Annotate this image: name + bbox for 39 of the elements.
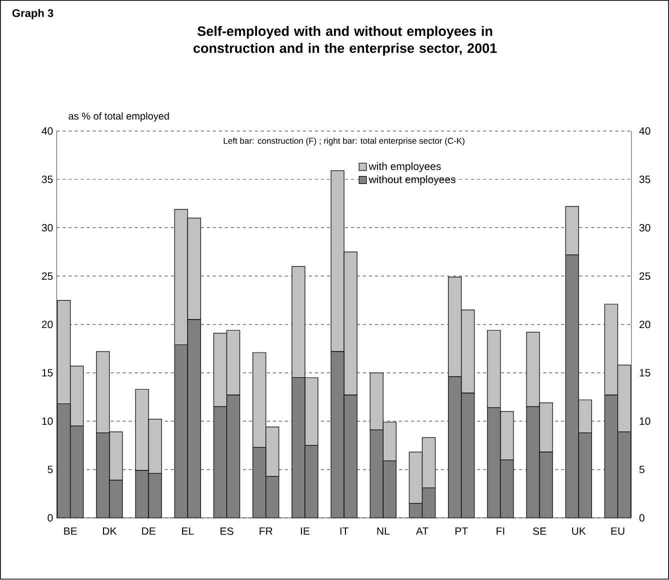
x-tick-label: BE — [64, 528, 77, 535]
x-tick-label: IE — [300, 528, 310, 535]
x-tick-label: UK — [572, 528, 586, 535]
y-tick-label: 25 — [42, 272, 53, 280]
y-tick-label: 5 — [48, 466, 53, 474]
y2-tick-label: 30 — [639, 224, 650, 232]
x-tick-label: NL — [377, 528, 390, 535]
y2-tick-label: 0 — [639, 514, 644, 522]
x-tick-label: IT — [340, 528, 348, 535]
y-tick-label: 40 — [42, 128, 53, 135]
y2-tick-label: 25 — [640, 272, 650, 280]
x-tick-label: EU — [611, 528, 624, 535]
x-tick-label: FR — [260, 528, 272, 535]
y-tick-label: 20 — [42, 320, 53, 328]
x-tick-label: EL — [182, 528, 194, 535]
legend-label: with employees — [368, 162, 441, 172]
legend-label: without employees — [368, 176, 456, 186]
caption: Graph 3 — [12, 9, 54, 20]
y2-tick-label: 20 — [640, 320, 650, 328]
x-tick-label: DE — [142, 528, 156, 535]
y2-tick-label: 35 — [639, 176, 650, 184]
y-tick-label: 35 — [42, 176, 53, 184]
x-tick-label: SE — [533, 528, 546, 536]
x-tick-label: DK — [103, 528, 117, 535]
y-axis-title: as % of total employed — [68, 112, 169, 122]
y2-tick-label: 10 — [640, 418, 650, 426]
y-tick-label: 15 — [42, 369, 53, 377]
y2-tick-label: 40 — [639, 128, 650, 135]
y-tick-label: 0 — [48, 514, 53, 522]
x-tick-label: FI — [496, 528, 504, 535]
y2-tick-label: 15 — [640, 369, 650, 377]
x-tick-label: PT — [456, 528, 468, 535]
x-tick-label: ES — [220, 528, 234, 536]
y2-tick-label: 5 — [639, 466, 644, 474]
x-tick-label: AT — [416, 528, 428, 535]
y-tick-label: 10 — [42, 418, 53, 426]
y-tick-label: 30 — [42, 224, 53, 232]
chart-title: Self-employed with and without employees in construction and in the enterprise sector, 2001 — [194, 26, 497, 56]
annotation: Left bar: construction (F) ; right bar: total enterprise sector (C-K) — [224, 138, 464, 146]
